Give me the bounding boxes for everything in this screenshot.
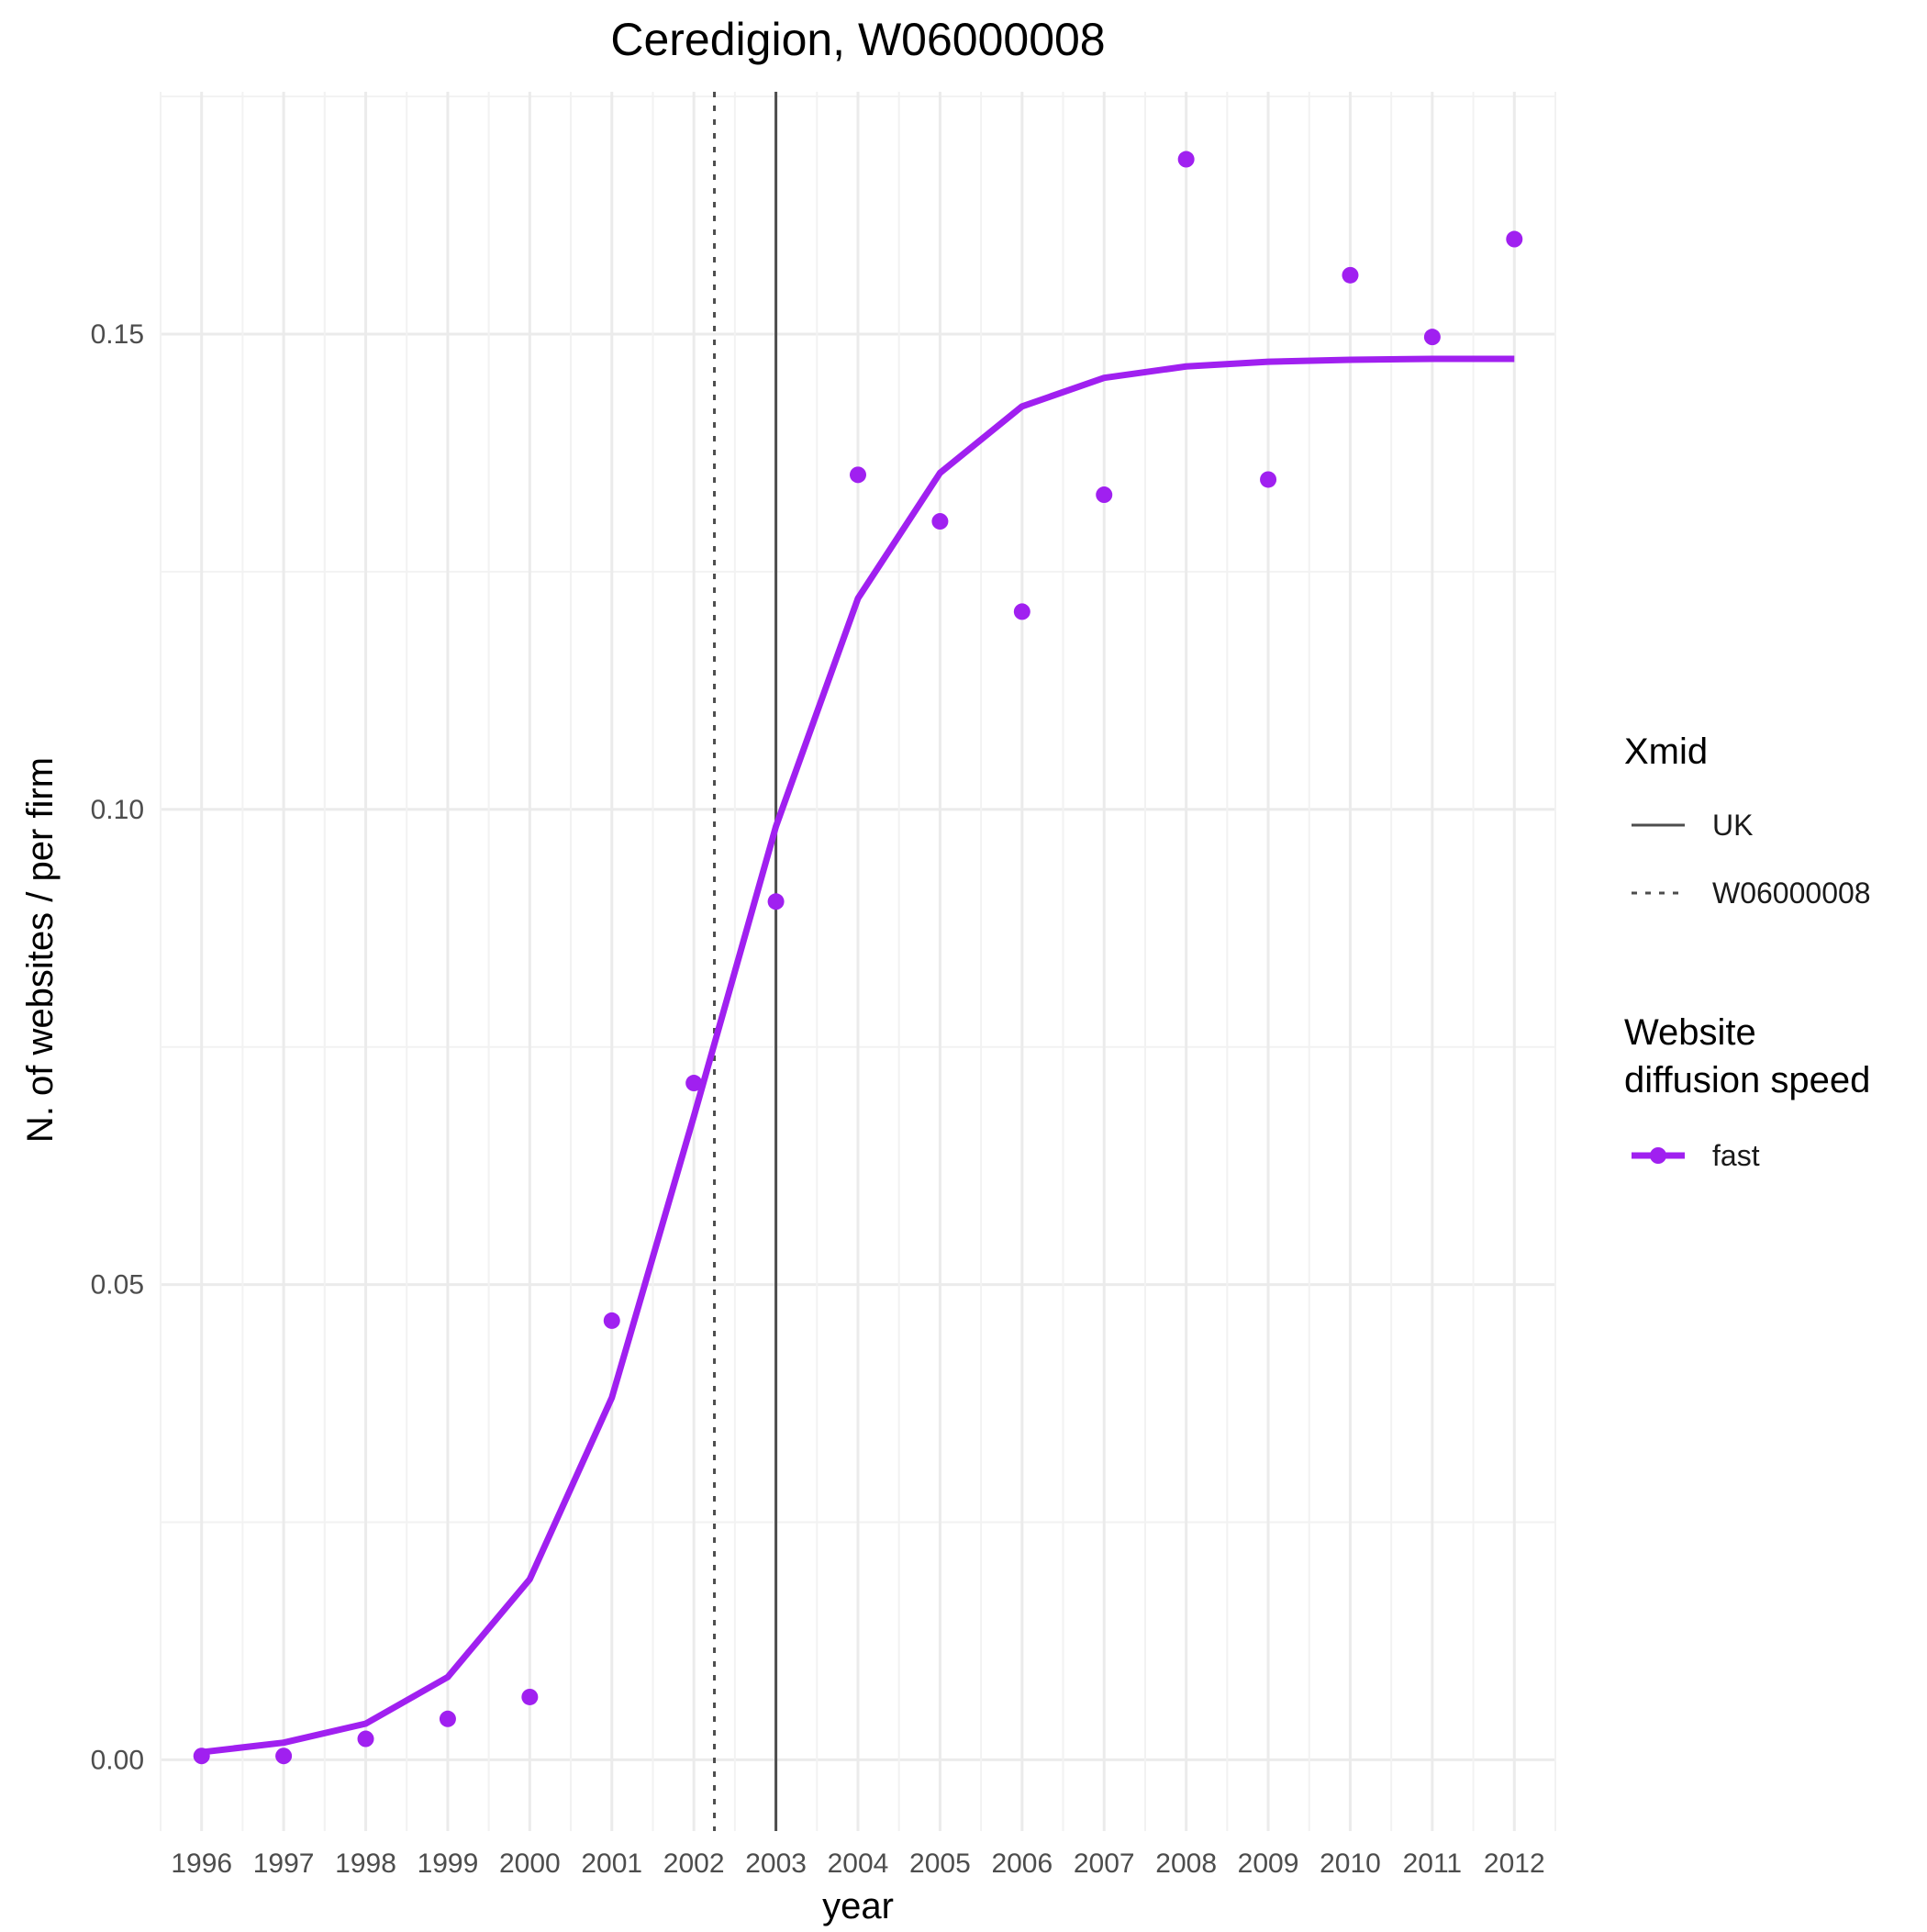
legend-fast-label: fast bbox=[1712, 1139, 1760, 1172]
x-tick-label: 1997 bbox=[253, 1848, 315, 1879]
x-tick-label: 2012 bbox=[1484, 1848, 1545, 1879]
data-point bbox=[1096, 486, 1113, 504]
grid-layer bbox=[160, 92, 1556, 1831]
data-point bbox=[193, 1748, 210, 1765]
y-tick-labels: 0.00 0.05 0.10 0.15 bbox=[91, 319, 144, 1775]
x-tick-label: 2008 bbox=[1155, 1848, 1217, 1879]
data-point bbox=[521, 1688, 539, 1705]
x-tick-label: 2010 bbox=[1320, 1848, 1381, 1879]
legend-uk-label: UK bbox=[1712, 809, 1753, 842]
point-layer bbox=[193, 151, 1523, 1765]
x-tick-label: 1998 bbox=[335, 1848, 396, 1879]
data-point bbox=[1342, 266, 1359, 284]
x-axis-label: year bbox=[822, 1886, 894, 1926]
x-tick-label: 2001 bbox=[581, 1848, 642, 1879]
series-fit-line bbox=[201, 355, 1515, 1756]
legend-xmid-title: Xmid bbox=[1624, 731, 1708, 772]
y-tick-label: 0.10 bbox=[91, 795, 144, 825]
x-tick-labels: 1996 1997 1998 1999 2000 2001 2002 2003 2004 2005… bbox=[171, 1848, 1544, 1879]
x-tick-label: 2009 bbox=[1238, 1848, 1299, 1879]
x-tick-label: 2005 bbox=[909, 1848, 971, 1879]
data-point bbox=[1260, 471, 1277, 488]
x-tick-label: 1999 bbox=[418, 1848, 479, 1879]
data-point bbox=[275, 1748, 293, 1765]
vline-layer bbox=[713, 92, 778, 1831]
legend-speed-title-line2: diffusion speed bbox=[1624, 1060, 1870, 1100]
legend: Xmid UK W06000008 Website diffusion spee… bbox=[1624, 731, 1871, 1172]
fit-layer bbox=[201, 355, 1515, 1756]
legend-speed-title-line1: Website bbox=[1624, 1012, 1756, 1053]
x-tick-label: 2007 bbox=[1074, 1848, 1135, 1879]
data-point bbox=[850, 466, 866, 484]
data-point bbox=[685, 1075, 703, 1092]
x-tick-label: 2004 bbox=[828, 1848, 889, 1879]
x-tick-label: 2002 bbox=[663, 1848, 725, 1879]
y-axis-label: N. of websites / per firm bbox=[20, 757, 61, 1143]
y-tick-label: 0.15 bbox=[91, 319, 144, 350]
legend-fast-key-dot bbox=[1650, 1147, 1666, 1164]
legend-w06000008-label: W06000008 bbox=[1712, 877, 1871, 910]
data-point bbox=[1013, 603, 1030, 620]
chart-title: Ceredigion, W06000008 bbox=[610, 14, 1105, 65]
x-tick-label: 2006 bbox=[991, 1848, 1053, 1879]
y-tick-label: 0.05 bbox=[91, 1270, 144, 1301]
data-point bbox=[767, 893, 785, 910]
data-point bbox=[1423, 329, 1441, 346]
x-tick-label: 1996 bbox=[171, 1848, 232, 1879]
data-point bbox=[439, 1710, 456, 1727]
data-point bbox=[1506, 230, 1523, 248]
data-point bbox=[603, 1312, 620, 1329]
x-tick-label: 2011 bbox=[1403, 1848, 1463, 1879]
data-point bbox=[357, 1730, 374, 1748]
data-point bbox=[1177, 151, 1195, 168]
y-tick-label: 0.00 bbox=[91, 1745, 144, 1775]
x-tick-label: 2000 bbox=[499, 1848, 561, 1879]
x-tick-label: 2003 bbox=[745, 1848, 807, 1879]
data-point bbox=[931, 513, 949, 530]
